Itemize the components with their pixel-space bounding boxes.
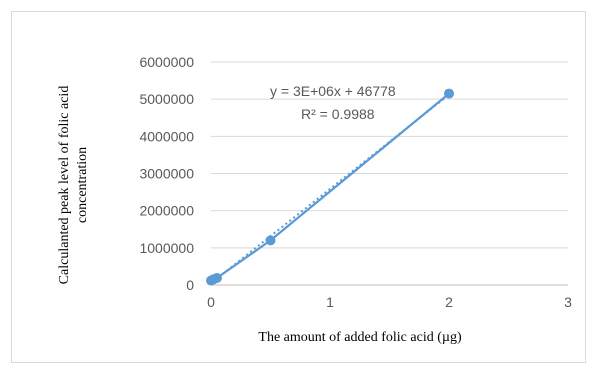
- x-tick-labels: 0 1 2 3: [207, 294, 572, 310]
- x-axis-title: The amount of added folic acid (µg): [258, 330, 462, 345]
- trendline-equation: y = 3E+06x + 46778: [270, 83, 396, 99]
- grid-lines: [211, 61, 568, 249]
- y-tick-labels: 0 1000000 2000000 3000000 4000000 5000000 6000…: [139, 54, 194, 293]
- y-axis-title-line-2: concentration: [75, 147, 90, 223]
- x-tick-label: 3: [564, 294, 572, 310]
- y-tick-label: 1000000: [139, 240, 194, 256]
- data-point: [211, 272, 222, 283]
- x-tick-label: 0: [207, 294, 215, 310]
- y-tick-label: 4000000: [139, 128, 194, 144]
- x-tick-label: 2: [445, 294, 453, 310]
- y-tick-label: 5000000: [139, 91, 194, 107]
- y-tick-label: 3000000: [139, 166, 194, 182]
- trendline-r-squared: R² = 0.9988: [301, 106, 375, 122]
- y-tick-label: 6000000: [139, 54, 194, 70]
- data-point: [265, 235, 276, 246]
- trendline-layer: [210, 93, 450, 285]
- x-tick-label: 1: [326, 294, 334, 310]
- y-tick-label: 0: [186, 277, 194, 293]
- trendline: [210, 93, 450, 285]
- y-axis-title-line-1: Calculanted peak level of folic acid: [57, 86, 72, 285]
- y-tick-label: 2000000: [139, 203, 194, 219]
- chart-frame: [11, 11, 586, 363]
- data-point: [444, 88, 454, 99]
